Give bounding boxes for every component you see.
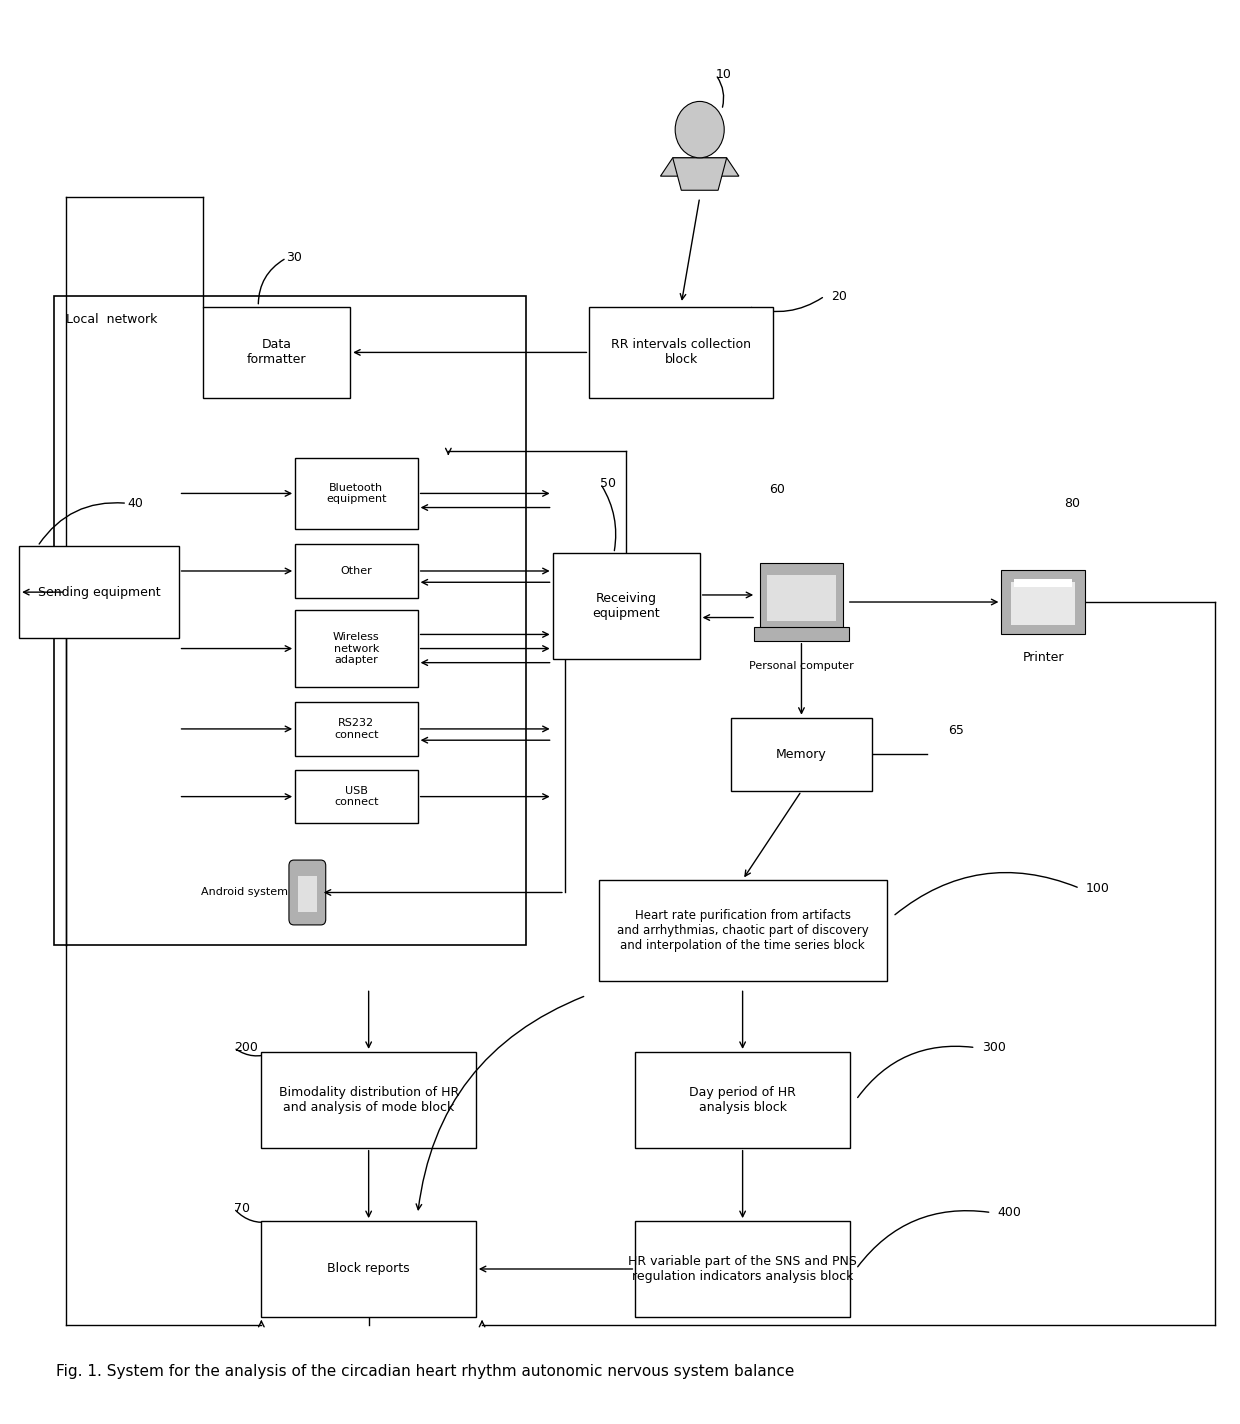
FancyBboxPatch shape xyxy=(635,1220,849,1317)
Text: Block reports: Block reports xyxy=(327,1263,410,1276)
Text: 60: 60 xyxy=(770,483,785,496)
Text: Sending equipment: Sending equipment xyxy=(37,585,160,598)
Text: 400: 400 xyxy=(998,1206,1022,1219)
Text: Data
formatter: Data formatter xyxy=(247,339,306,366)
Text: USB
connect: USB connect xyxy=(334,786,378,807)
FancyBboxPatch shape xyxy=(1011,581,1075,625)
FancyBboxPatch shape xyxy=(298,876,317,913)
Text: 80: 80 xyxy=(1064,497,1080,510)
Text: Fig. 1. System for the analysis of the circadian heart rhythm autonomic nervous : Fig. 1. System for the analysis of the c… xyxy=(56,1364,795,1380)
Circle shape xyxy=(675,101,724,158)
Text: Wireless
network
adapter: Wireless network adapter xyxy=(334,632,379,665)
Text: 40: 40 xyxy=(128,497,143,510)
FancyBboxPatch shape xyxy=(730,718,872,790)
Text: 70: 70 xyxy=(234,1202,249,1215)
FancyBboxPatch shape xyxy=(289,860,326,926)
Text: 100: 100 xyxy=(1086,881,1110,894)
Text: 65: 65 xyxy=(949,723,965,736)
Polygon shape xyxy=(661,158,739,177)
FancyBboxPatch shape xyxy=(553,554,699,659)
FancyBboxPatch shape xyxy=(295,770,418,823)
Text: Heart rate purification from artifacts
and arrhythmias, chaotic part of discover: Heart rate purification from artifacts a… xyxy=(616,909,868,953)
FancyBboxPatch shape xyxy=(760,564,843,629)
Text: Android system: Android system xyxy=(201,887,288,897)
Polygon shape xyxy=(673,158,727,191)
FancyBboxPatch shape xyxy=(262,1220,476,1317)
FancyBboxPatch shape xyxy=(295,609,418,688)
FancyBboxPatch shape xyxy=(262,1052,476,1148)
FancyBboxPatch shape xyxy=(1002,570,1085,634)
Text: Other: Other xyxy=(341,565,372,575)
Text: 200: 200 xyxy=(234,1041,258,1054)
Text: Local  network: Local network xyxy=(66,313,157,326)
Text: 30: 30 xyxy=(286,252,303,265)
FancyBboxPatch shape xyxy=(1013,578,1073,587)
FancyBboxPatch shape xyxy=(599,880,887,981)
Text: Bimodality distribution of HR
and analysis of mode block: Bimodality distribution of HR and analys… xyxy=(279,1085,459,1114)
FancyBboxPatch shape xyxy=(203,306,350,399)
FancyBboxPatch shape xyxy=(589,306,774,399)
Text: Day period of HR
analysis block: Day period of HR analysis block xyxy=(689,1085,796,1114)
Text: 50: 50 xyxy=(600,477,616,490)
FancyBboxPatch shape xyxy=(295,459,418,528)
Text: Bluetooth
equipment: Bluetooth equipment xyxy=(326,483,387,504)
FancyBboxPatch shape xyxy=(754,627,849,641)
Text: Printer: Printer xyxy=(1022,651,1064,664)
Text: Memory: Memory xyxy=(776,748,827,760)
FancyBboxPatch shape xyxy=(53,296,526,944)
FancyBboxPatch shape xyxy=(295,702,418,756)
Text: Personal computer: Personal computer xyxy=(749,661,854,671)
Text: RR intervals collection
block: RR intervals collection block xyxy=(611,339,751,366)
FancyBboxPatch shape xyxy=(295,544,418,598)
FancyBboxPatch shape xyxy=(635,1052,849,1148)
Text: RS232
connect: RS232 connect xyxy=(334,718,378,739)
Text: HR variable part of the SNS and PNS
regulation indicators analysis block: HR variable part of the SNS and PNS regu… xyxy=(629,1255,857,1283)
Text: Receiving
equipment: Receiving equipment xyxy=(593,592,660,621)
FancyBboxPatch shape xyxy=(19,547,179,638)
Text: 10: 10 xyxy=(715,68,732,81)
FancyBboxPatch shape xyxy=(768,574,836,621)
Text: 300: 300 xyxy=(982,1041,1006,1054)
Text: 20: 20 xyxy=(831,289,847,302)
